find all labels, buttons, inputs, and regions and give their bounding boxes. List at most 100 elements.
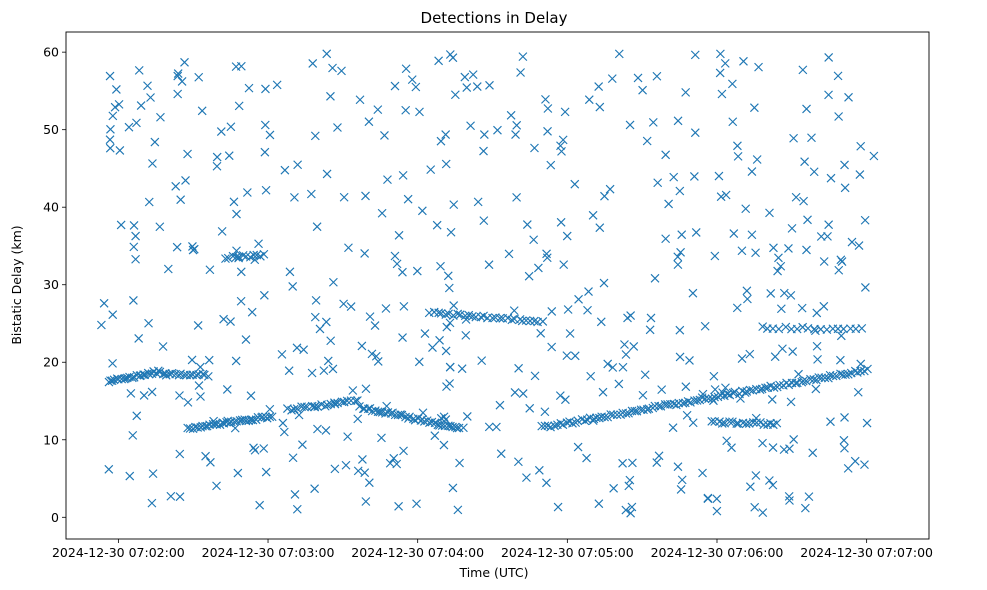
noise-point — [333, 123, 342, 132]
noise-point — [310, 131, 320, 141]
noise-point — [607, 74, 617, 84]
noise-point — [461, 315, 471, 324]
track-point — [232, 416, 242, 426]
noise-point — [727, 443, 736, 453]
noise-point — [144, 197, 154, 207]
noise-point — [698, 468, 707, 478]
track-point — [193, 423, 203, 432]
noise-point — [315, 324, 325, 334]
noise-point — [513, 457, 523, 467]
noise-point — [768, 480, 778, 490]
noise-point — [776, 261, 786, 271]
noise-point — [310, 402, 320, 412]
noise-point — [584, 287, 593, 296]
track-point — [781, 322, 791, 332]
noise-point — [312, 222, 322, 232]
noise-point — [749, 103, 759, 113]
track-point — [525, 316, 535, 326]
noise-point — [718, 388, 727, 398]
noise-point — [766, 289, 776, 298]
noise-point — [594, 82, 604, 91]
noise-point — [710, 385, 720, 394]
noise-point — [710, 251, 720, 261]
noise-point — [834, 112, 844, 121]
noise-point — [197, 106, 207, 116]
track-point — [580, 416, 590, 426]
track-point — [857, 323, 867, 333]
track-point — [568, 418, 577, 428]
track-point — [267, 412, 277, 422]
noise-point — [751, 471, 761, 480]
noise-point — [462, 412, 472, 421]
track-point — [427, 417, 437, 427]
y-tick-label: 0 — [51, 510, 59, 525]
track-point — [769, 383, 779, 392]
noise-point — [477, 356, 487, 366]
noise-point — [392, 459, 402, 469]
noise-point — [633, 73, 643, 83]
noise-point — [307, 368, 317, 378]
noise-point — [401, 64, 411, 74]
noise-point — [449, 301, 459, 310]
noise-point — [249, 443, 258, 453]
track-point — [538, 317, 548, 326]
noise-point — [819, 301, 829, 311]
noise-point — [479, 146, 488, 156]
noise-point — [172, 242, 182, 252]
noise-point — [640, 370, 650, 380]
noise-point — [484, 260, 494, 270]
noise-point — [111, 85, 121, 94]
noise-point — [556, 141, 565, 151]
noise-point — [614, 49, 624, 59]
noise-point — [628, 458, 637, 468]
noise-point — [373, 105, 383, 115]
noise-point — [652, 458, 662, 467]
noise-point — [733, 151, 743, 161]
noise-point — [584, 95, 594, 105]
noise-point — [146, 93, 155, 102]
noise-point — [768, 443, 778, 452]
y-tick-label: 60 — [43, 45, 59, 60]
noise-point — [543, 126, 552, 136]
noise-point — [226, 317, 235, 326]
noise-point — [745, 482, 755, 492]
track-point — [798, 322, 808, 332]
track-point — [863, 364, 872, 374]
track-point — [723, 389, 733, 399]
noise-point — [322, 169, 332, 179]
noise-point — [840, 160, 849, 170]
track-point — [322, 400, 332, 410]
noise-point — [560, 395, 570, 405]
noise-point — [468, 70, 478, 80]
noise-point — [645, 325, 655, 335]
track-point — [730, 387, 740, 397]
noise-point — [311, 295, 321, 305]
noise-point — [785, 496, 794, 505]
noise-point — [360, 249, 370, 258]
track-point — [158, 369, 168, 379]
noise-point — [800, 157, 809, 167]
noise-point — [183, 397, 193, 407]
noise-point — [201, 451, 210, 461]
noise-point — [808, 448, 818, 458]
noise-point — [292, 504, 302, 514]
noise-point — [785, 444, 794, 454]
noise-point — [288, 282, 298, 291]
noise-point — [136, 101, 146, 110]
noise-point — [175, 391, 184, 400]
noise-point — [809, 167, 819, 177]
track-point — [393, 410, 403, 420]
track-point — [759, 420, 769, 430]
noise-point — [445, 50, 455, 59]
track-point — [265, 412, 275, 422]
noise-point — [310, 484, 320, 494]
noise-point — [411, 82, 421, 92]
noise-point — [786, 290, 796, 300]
track-point — [852, 368, 862, 377]
noise-point — [194, 72, 204, 82]
noise-point — [389, 453, 399, 463]
noise-point — [779, 288, 789, 298]
noise-point — [401, 105, 411, 115]
noise-point — [473, 197, 483, 207]
